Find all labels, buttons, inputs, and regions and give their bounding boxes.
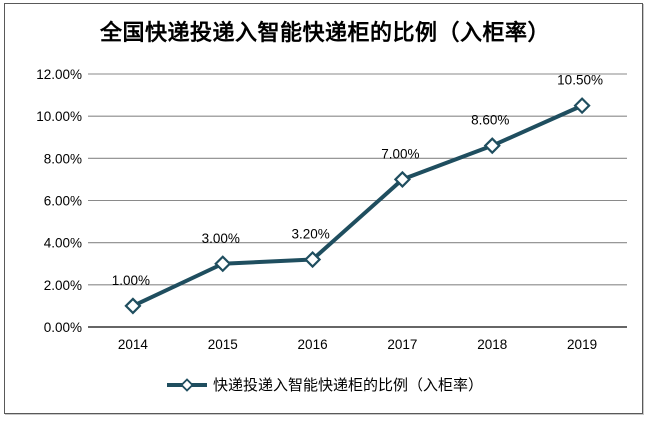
svg-text:10.50%: 10.50%: [557, 73, 603, 88]
svg-text:3.00%: 3.00%: [202, 231, 240, 246]
svg-text:2017: 2017: [387, 337, 417, 352]
svg-text:10.00%: 10.00%: [36, 109, 82, 124]
legend-series-label: 快递投递入智能快递柜的比例（入柜率）: [212, 377, 483, 394]
svg-text:1.00%: 1.00%: [112, 273, 150, 288]
chart-title: 全国快递投递入智能快递柜的比例（入柜率）: [99, 20, 550, 45]
svg-text:2014: 2014: [118, 337, 149, 352]
svg-text:2.00%: 2.00%: [44, 278, 82, 293]
svg-text:6.00%: 6.00%: [44, 194, 82, 209]
svg-text:12.00%: 12.00%: [36, 67, 82, 82]
svg-text:8.60%: 8.60%: [471, 113, 509, 128]
svg-text:7.00%: 7.00%: [381, 146, 419, 161]
svg-text:3.20%: 3.20%: [291, 227, 329, 242]
svg-text:2018: 2018: [477, 337, 507, 352]
svg-text:2015: 2015: [208, 337, 238, 352]
svg-text:0.00%: 0.00%: [44, 320, 82, 335]
svg-text:4.00%: 4.00%: [44, 236, 82, 251]
svg-text:2016: 2016: [298, 337, 328, 352]
chart-frame: [4, 3, 643, 414]
legend: 快递投递入智能快递柜的比例（入柜率）: [0, 374, 650, 395]
svg-text:2019: 2019: [567, 337, 597, 352]
legend-line-marker-icon: [166, 377, 207, 392]
svg-text:8.00%: 8.00%: [44, 151, 82, 166]
